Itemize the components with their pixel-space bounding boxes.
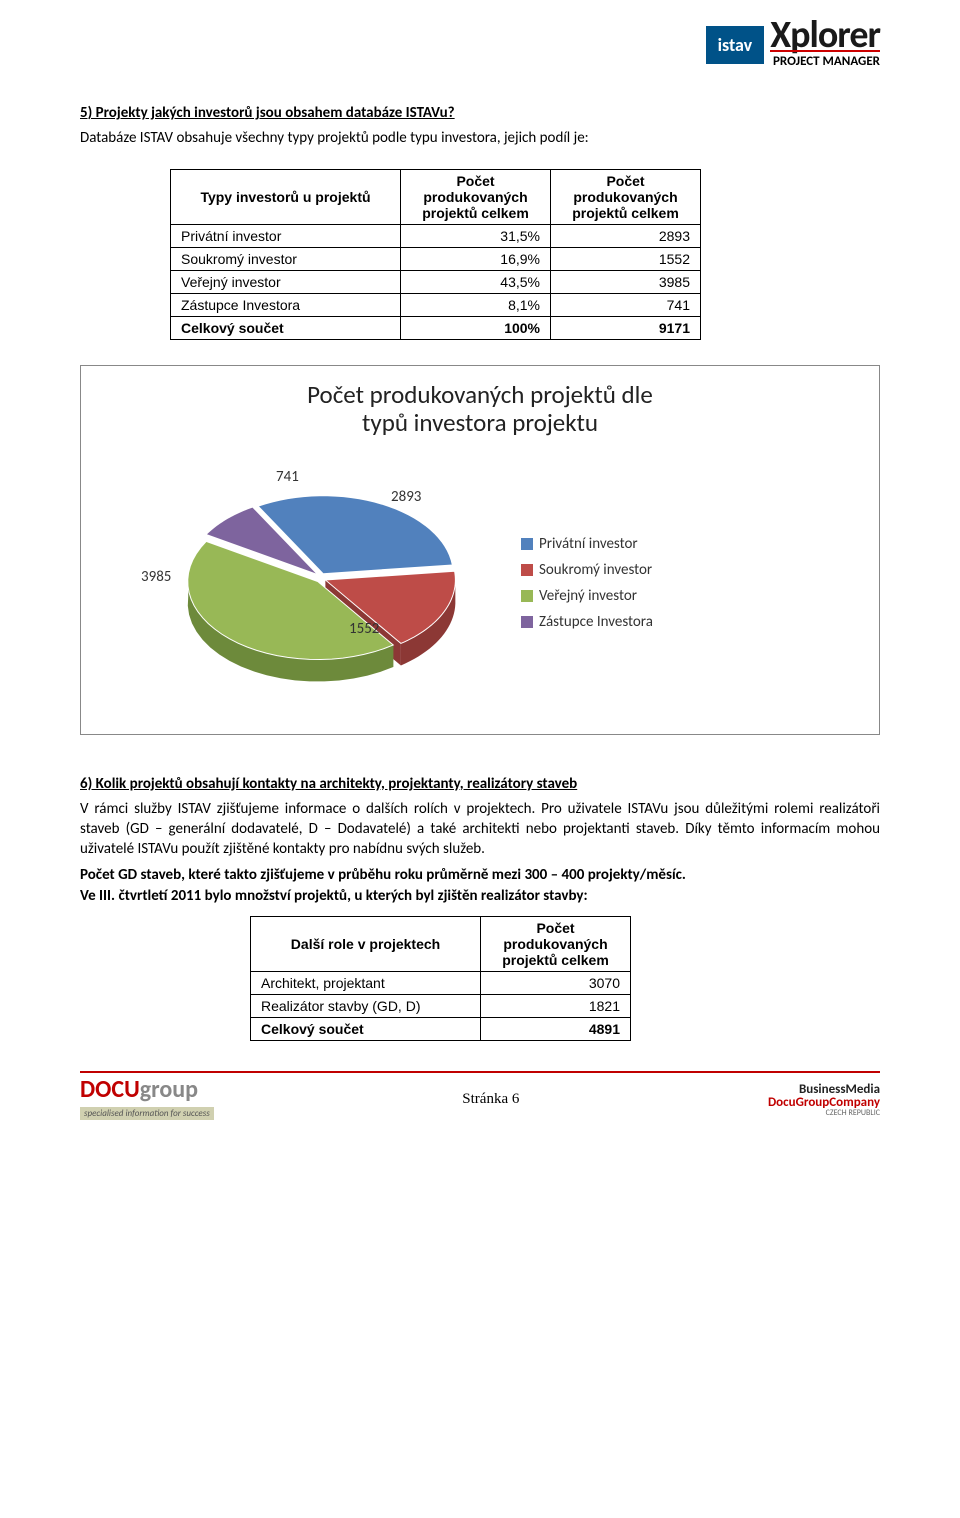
docu-logo: DOCUgroup specialised information for su… xyxy=(80,1079,214,1121)
section-6-p1: V rámci služby ISTAV zjišťujeme informac… xyxy=(80,799,880,860)
section-5-intro: Databáze ISTAV obsahuje všechny typy pro… xyxy=(80,128,880,148)
legend-swatch xyxy=(521,538,533,550)
header-logo: istav Xplorer PROJECT MANAGER xyxy=(80,20,880,69)
legend-swatch xyxy=(521,616,533,628)
table-row: Architekt, projektant 3070 xyxy=(251,971,631,994)
t2-h0: Další role v projektech xyxy=(251,916,481,971)
footer: DOCUgroup specialised information for su… xyxy=(80,1071,880,1121)
table-row: Soukromý investor 16,9% 1552 xyxy=(171,247,701,270)
legend-item: Zástupce Investora xyxy=(521,613,653,631)
table-total-row: Celkový součet 100% 9171 xyxy=(171,316,701,339)
t1-h0: Typy investorů u projektů xyxy=(171,169,401,224)
chart-title: Počet produkovaných projektů dle typů in… xyxy=(101,381,859,439)
xplorer-logo-text: Xplorer xyxy=(770,20,880,50)
table-total-row: Celkový součet 4891 xyxy=(251,1017,631,1040)
legend-swatch xyxy=(521,590,533,602)
project-manager-text: PROJECT MANAGER xyxy=(770,50,880,69)
table-row: Zástupce Investora 8,1% 741 xyxy=(171,293,701,316)
pie-label-3985: 3985 xyxy=(141,568,171,586)
pie-label-1552: 1552 xyxy=(349,620,379,638)
section-6-heading: 6) Kolik projektů obsahují kontakty na a… xyxy=(80,775,880,793)
t1-h2: Počet produkovaných projektů celkem xyxy=(551,169,701,224)
pie-chart: 741 2893 1552 3985 xyxy=(101,458,521,708)
chart-legend: Privátní investor Soukromý investor Veře… xyxy=(521,527,653,639)
pie-chart-panel: Počet produkovaných projektů dle typů in… xyxy=(80,365,880,735)
investor-type-table: Typy investorů u projektů Počet produkov… xyxy=(170,169,701,340)
section-6-p2: Počet GD staveb, které takto zjišťujeme … xyxy=(80,865,880,906)
legend-item: Soukromý investor xyxy=(521,561,653,579)
legend-swatch xyxy=(521,564,533,576)
table-row: Privátní investor 31,5% 2893 xyxy=(171,224,701,247)
table-row: Realizátor stavby (GD, D) 1821 xyxy=(251,994,631,1017)
pie-label-2893: 2893 xyxy=(391,488,421,506)
pie-label-741: 741 xyxy=(276,468,299,486)
roles-table: Další role v projektech Počet produkovan… xyxy=(250,916,631,1041)
legend-item: Privátní investor xyxy=(521,535,653,553)
table-row: Veřejný investor 43,5% 3985 xyxy=(171,270,701,293)
businessmedia-logo: BusinessMedia DocuGroupCompany CZECH REP… xyxy=(768,1083,880,1117)
page-number: Stránka 6 xyxy=(462,1091,519,1108)
t2-h1: Počet produkovaných projektů celkem xyxy=(481,916,631,971)
t1-h1: Počet produkovaných projektů celkem xyxy=(401,169,551,224)
section-5-heading: 5) Projekty jakých investorů jsou obsahe… xyxy=(80,104,880,122)
istav-badge: istav xyxy=(706,26,765,64)
legend-item: Veřejný investor xyxy=(521,587,653,605)
